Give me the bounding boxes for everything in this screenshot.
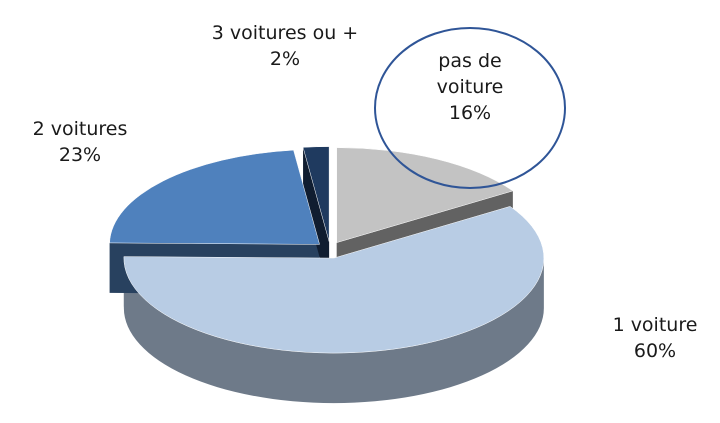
slice: [109, 149, 320, 245]
slice-value-label: 23%: [58, 144, 102, 166]
slice-label: 2 voitures: [32, 118, 128, 140]
slice-label: 1 voiture: [612, 314, 698, 336]
slice: [302, 146, 330, 242]
slice-value-label: 60%: [633, 340, 677, 362]
slice-value-label: 16%: [448, 102, 492, 124]
slice-value-label: 2%: [269, 48, 301, 70]
slice: [123, 206, 545, 354]
slice-side: [123, 258, 544, 404]
slice-edge: [303, 147, 330, 292]
highlight-ellipse: [374, 27, 566, 189]
slice-label: pas de voiture: [436, 50, 504, 98]
slice-label: 3 voitures ou +: [211, 22, 359, 44]
